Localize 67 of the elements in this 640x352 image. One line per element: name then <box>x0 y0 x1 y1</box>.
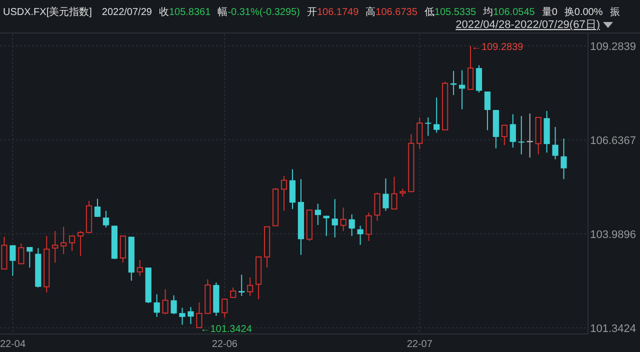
text: 低105.5335 <box>424 7 477 18</box>
text: 收105.8361 <box>158 7 212 18</box>
candlestick <box>52 230 58 264</box>
candlestick <box>102 210 110 228</box>
candlestick <box>60 226 67 255</box>
candlestick <box>357 225 364 246</box>
candlestick <box>170 294 177 315</box>
text: 2022/07/29 <box>102 7 152 18</box>
candlestick <box>366 212 372 242</box>
y-tick-label: 103.9896 <box>590 228 636 241</box>
candlestick <box>323 215 330 237</box>
candlestick <box>280 176 288 212</box>
candlestick <box>247 277 254 297</box>
candlestick <box>314 203 321 226</box>
candlestick <box>10 244 16 276</box>
candlestick <box>501 124 508 146</box>
candlestick <box>510 114 516 148</box>
x-tick-label: 22-07 <box>406 339 433 350</box>
candlestick <box>560 138 567 180</box>
text: 幅-0.31%(-0.3295) <box>218 6 300 18</box>
candlestick <box>188 306 194 325</box>
candlestick <box>289 168 296 210</box>
candlestick <box>162 288 168 315</box>
candlestick <box>467 45 474 90</box>
candlestick <box>222 298 228 318</box>
candlestick <box>332 198 338 238</box>
x-tick-label: 22-06 <box>212 339 238 350</box>
candlestick <box>179 307 186 326</box>
annotation: ←101.3424 <box>200 324 252 335</box>
text: 均106.0545 <box>482 6 536 18</box>
annotation: ←109.2839 <box>472 42 524 53</box>
candlestick <box>374 192 380 222</box>
candlestick <box>77 230 84 256</box>
candlestick <box>391 176 398 210</box>
candlestick <box>340 207 346 232</box>
candlestick <box>416 116 423 150</box>
y-tick-label: 109.2839 <box>590 40 636 53</box>
candlestick <box>552 126 558 160</box>
candlestick <box>26 246 33 268</box>
chart-title: USDX.FX[美元指数] <box>3 6 92 18</box>
y-tick-label: 101.3424 <box>590 322 636 335</box>
text: 量0 <box>542 7 558 18</box>
candlestick <box>484 91 491 131</box>
y-tick-label: 106.6367 <box>590 134 636 147</box>
candlestick <box>94 198 101 218</box>
candlestick <box>238 274 245 297</box>
candlestick <box>450 70 457 96</box>
text: 开106.1749 <box>306 7 360 18</box>
candlestick <box>382 178 389 212</box>
text: 高106.6735 <box>366 6 418 18</box>
candlestick <box>136 260 143 276</box>
candlestick <box>425 116 432 136</box>
candlestick <box>69 236 76 252</box>
candlestick <box>476 64 482 94</box>
candlestick <box>230 286 236 298</box>
candlestick <box>348 214 355 237</box>
candlestick <box>434 97 440 134</box>
candlestick <box>154 294 160 318</box>
chart-subtitle: 2022/04/28-2022/07/29(67日) <box>456 19 600 31</box>
candlestick <box>18 242 24 264</box>
text: 振 <box>610 6 620 18</box>
candlestick <box>1 236 8 270</box>
candlestick <box>120 236 126 264</box>
text: 换0.00% <box>564 6 603 18</box>
candlestick <box>518 116 524 155</box>
candlestick <box>196 302 202 328</box>
x-tick-label: 22-04 <box>0 339 26 350</box>
